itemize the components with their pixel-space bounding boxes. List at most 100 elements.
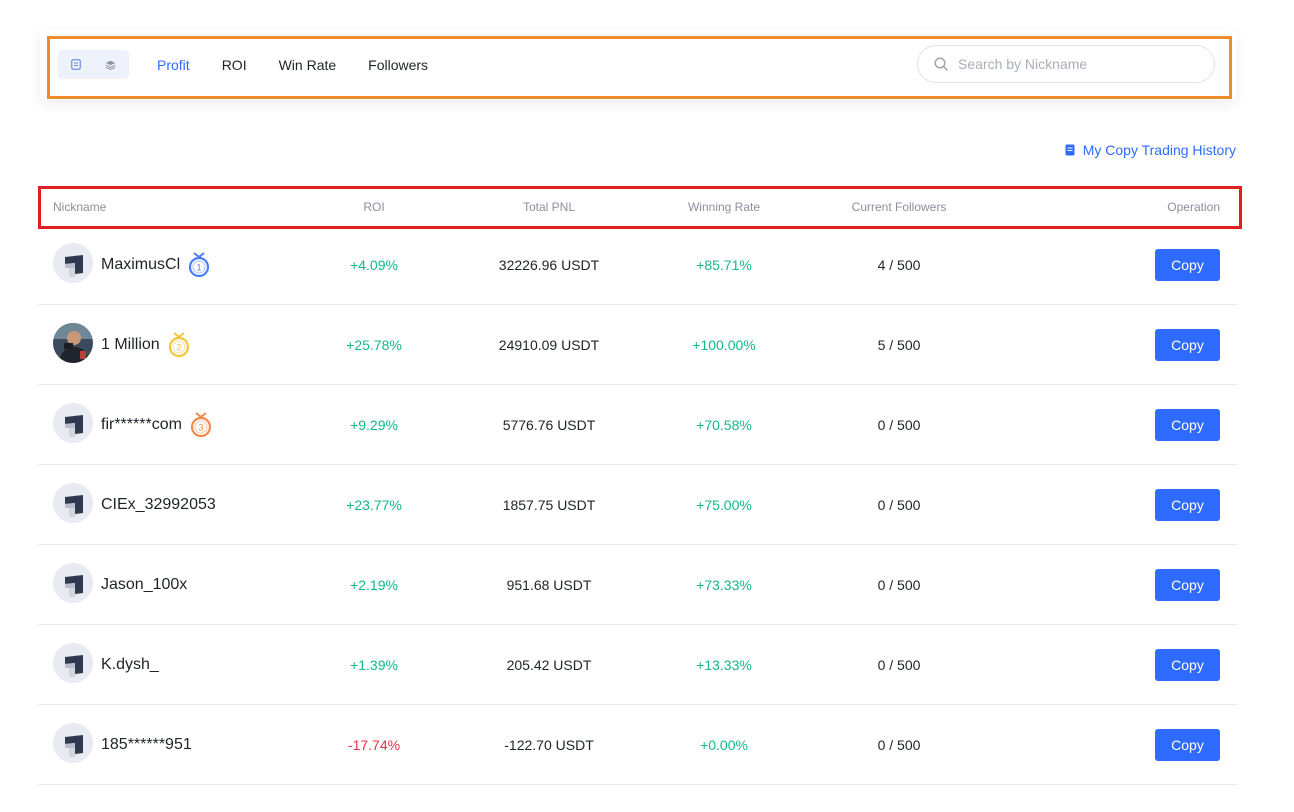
- winning-rate-value: +85.71%: [696, 256, 752, 273]
- svg-text:2: 2: [176, 342, 181, 352]
- total-pnl-value: 5776.76 USDT: [502, 416, 596, 433]
- copy-button[interactable]: Copy: [1155, 249, 1220, 281]
- tab-followers[interactable]: Followers: [368, 57, 429, 73]
- avatar: [53, 723, 93, 763]
- history-link-label: My Copy Trading History: [1082, 142, 1236, 158]
- card-view-icon: [105, 60, 116, 70]
- list-view-button[interactable]: [58, 50, 93, 79]
- rank-medal-icon: 2: [168, 331, 189, 357]
- trader-nickname[interactable]: 1 Million: [101, 335, 160, 353]
- roi-value: +1.39%: [350, 656, 398, 673]
- current-followers-value: 5 / 500: [877, 336, 921, 353]
- trader-nickname[interactable]: 185******951: [101, 735, 192, 753]
- current-followers-value: 0 / 500: [877, 496, 921, 513]
- total-pnl-value: -122.70 USDT: [504, 736, 594, 753]
- avatar: [53, 643, 93, 683]
- table-header: Nickname ROI Total PNL Winning Rate Curr…: [40, 189, 1238, 225]
- rank-medal-icon: 3: [190, 411, 212, 437]
- user-photo-avatar: [53, 323, 93, 363]
- nickname-cell: Jason_100x: [101, 576, 187, 594]
- header-total-pnl: Total PNL: [522, 200, 576, 214]
- current-followers-value: 0 / 500: [877, 576, 921, 593]
- winning-rate-value: +75.00%: [696, 496, 752, 513]
- svg-text:1: 1: [197, 262, 202, 272]
- roi-value: +25.78%: [346, 336, 402, 353]
- list-view-icon: [70, 59, 81, 70]
- nickname-cell: 185******951: [101, 736, 192, 754]
- table-row: 185******951 -17.74% -122.70 USDT +0.00%…: [38, 705, 1237, 785]
- tab-profit[interactable]: Profit: [157, 57, 190, 73]
- nickname-cell: CIEx_32992053: [101, 496, 216, 514]
- avatar: [53, 563, 93, 603]
- winning-rate-value: +100.00%: [692, 336, 756, 353]
- table-row: 1 Million 2 +25.78% 24910.09 USDT +100.0…: [38, 305, 1237, 385]
- current-followers-value: 0 / 500: [877, 736, 921, 753]
- default-avatar-icon: [53, 723, 93, 763]
- current-followers-value: 4 / 500: [877, 256, 921, 273]
- table-row: CIEx_32992053 +23.77% 1857.75 USDT +75.0…: [38, 465, 1237, 545]
- search-input[interactable]: [956, 55, 1200, 73]
- rank-medal-icon: 1: [189, 251, 210, 277]
- table-row: K.dysh_ +1.39% 205.42 USDT +13.33% 0 / 5…: [38, 625, 1237, 705]
- trader-nickname[interactable]: K.dysh_: [101, 655, 159, 673]
- search-icon: [934, 57, 948, 71]
- table-row: fir******com 3 +9.29% 5776.76 USDT +70.5…: [38, 385, 1237, 465]
- winning-rate-value: +13.33%: [696, 656, 752, 673]
- current-followers-value: 0 / 500: [877, 656, 921, 673]
- roi-value: +9.29%: [350, 416, 398, 433]
- header-nickname: Nickname: [53, 200, 107, 214]
- avatar: [53, 323, 93, 363]
- trader-nickname[interactable]: fir******com: [101, 415, 182, 433]
- table-row: Jason_100x +2.19% 951.68 USDT +73.33% 0 …: [38, 545, 1237, 625]
- card-view-button[interactable]: [93, 50, 128, 79]
- avatar: [53, 243, 93, 283]
- total-pnl-value: 951.68 USDT: [506, 576, 592, 593]
- copy-trading-history-link[interactable]: My Copy Trading History: [1065, 142, 1236, 158]
- trader-nickname[interactable]: CIEx_32992053: [101, 495, 216, 513]
- total-pnl-value: 24910.09 USDT: [498, 336, 600, 353]
- view-toggle: [58, 50, 129, 79]
- header-roi: ROI: [363, 200, 385, 214]
- roi-value: +4.09%: [350, 256, 398, 273]
- nickname-cell: MaximusCl 1: [101, 251, 210, 278]
- document-icon: [1065, 144, 1075, 156]
- copy-button[interactable]: Copy: [1155, 489, 1220, 521]
- total-pnl-value: 205.42 USDT: [506, 656, 592, 673]
- default-avatar-icon: [53, 563, 93, 603]
- default-avatar-icon: [53, 403, 93, 443]
- nickname-cell: fir******com 3: [101, 411, 212, 438]
- copy-button[interactable]: Copy: [1155, 729, 1220, 761]
- current-followers-value: 0 / 500: [877, 416, 921, 433]
- trader-list: MaximusCl 1 +4.09% 32226.96 USDT +85.71%…: [38, 225, 1237, 785]
- total-pnl-value: 1857.75 USDT: [502, 496, 596, 513]
- tab-roi[interactable]: ROI: [221, 57, 247, 73]
- tab-win-rate[interactable]: Win Rate: [278, 57, 337, 73]
- winning-rate-value: +0.00%: [700, 736, 748, 753]
- copy-button[interactable]: Copy: [1155, 569, 1220, 601]
- roi-value: +2.19%: [350, 576, 398, 593]
- header-winning-rate: Winning Rate: [687, 200, 761, 214]
- nickname-cell: K.dysh_: [101, 656, 159, 674]
- avatar: [53, 403, 93, 443]
- trader-nickname[interactable]: Jason_100x: [101, 575, 188, 593]
- winning-rate-value: +70.58%: [696, 416, 752, 433]
- sort-tabs: Profit ROI Win Rate Followers: [157, 55, 460, 75]
- default-avatar-icon: [53, 243, 93, 283]
- copy-button[interactable]: Copy: [1155, 649, 1220, 681]
- trader-nickname[interactable]: MaximusCl: [101, 255, 181, 273]
- header-operation: Operation: [1167, 200, 1220, 214]
- copy-button[interactable]: Copy: [1155, 409, 1220, 441]
- nickname-cell: 1 Million 2: [101, 331, 190, 358]
- default-avatar-icon: [53, 643, 93, 683]
- avatar: [53, 483, 93, 523]
- svg-text:3: 3: [198, 422, 203, 432]
- default-avatar-icon: [53, 483, 93, 523]
- table-row: MaximusCl 1 +4.09% 32226.96 USDT +85.71%…: [38, 225, 1237, 305]
- copy-button[interactable]: Copy: [1155, 329, 1220, 361]
- roi-value: +23.77%: [346, 496, 402, 513]
- search-box: [917, 45, 1215, 83]
- total-pnl-value: 32226.96 USDT: [498, 256, 600, 273]
- winning-rate-value: +73.33%: [696, 576, 752, 593]
- roi-value: -17.74%: [347, 736, 401, 753]
- header-current-followers: Current Followers: [851, 200, 947, 214]
